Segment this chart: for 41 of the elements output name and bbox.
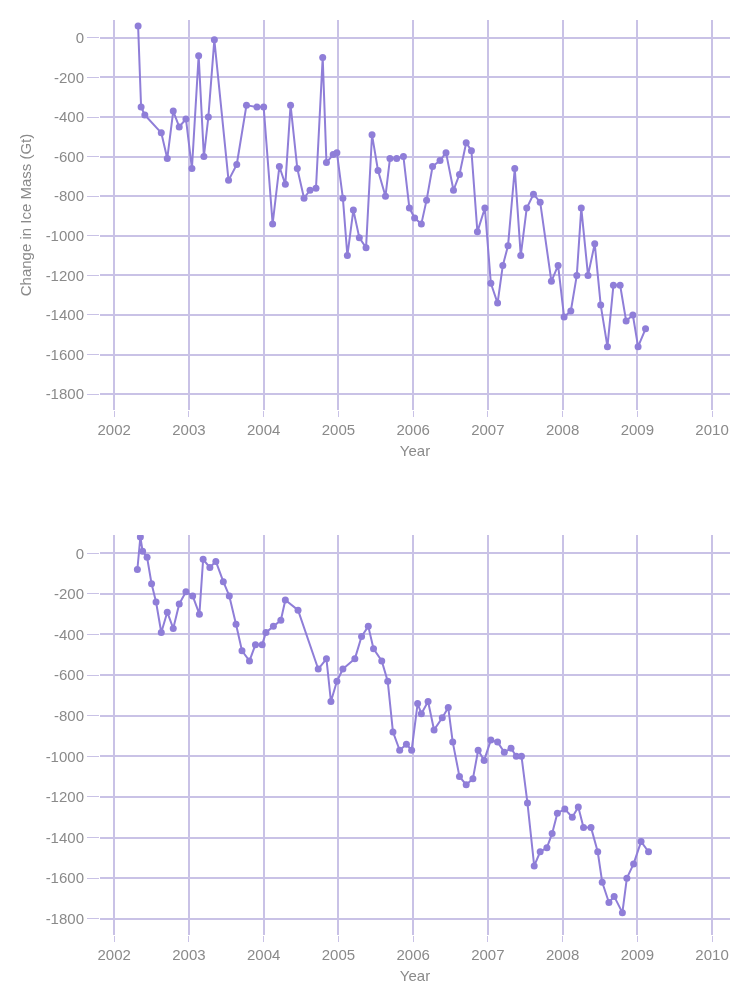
y-tick-label: 0 [75,544,84,562]
y-tick-label: -200 [53,68,84,86]
y-tick-label: -1400 [45,828,84,846]
y-tick-label: -200 [53,585,84,603]
x-tick-label: 2010 [695,421,729,438]
y-tick-label: -400 [53,108,84,126]
y-tick-label: -1000 [45,227,84,245]
y-tick-label: -400 [53,625,84,643]
y-tick-label: -1400 [45,306,84,324]
x-tick-label: 2007 [471,946,505,963]
x-axis-title: Year [399,442,431,459]
x-tick-label: 2010 [695,946,729,963]
y-tick-label: 0 [75,29,84,47]
x-tick-label: 2004 [246,946,281,963]
x-tick-label: 2005 [321,946,356,963]
y-tick-label: -1600 [45,869,84,887]
y-tick-label: -800 [53,187,84,205]
x-tick-label: 2003 [172,946,206,963]
x-tick-label: 2008 [545,946,580,963]
x-tick-label: 2003 [172,421,206,438]
y-tick-label: -1800 [45,910,84,928]
x-tick-label: 2006 [396,421,430,438]
x-tick-label: 2008 [545,421,580,438]
y-axis-title: Change in Ice Mass (Gt) [16,133,34,297]
y-tick-label: -600 [53,147,84,165]
y-tick-label: -1200 [45,266,84,284]
y-tick-label: -1000 [45,747,84,765]
y-tick-label: -1200 [45,788,84,806]
x-tick-label: 2002 [97,421,131,438]
x-axis-title: Year [399,967,431,984]
y-tick-label: -600 [53,666,84,684]
x-tick-label: 2005 [321,421,356,438]
y-tick-label: -1800 [45,385,84,403]
x-tick-label: 2006 [396,946,430,963]
y-tick-label: -800 [53,706,84,724]
x-tick-label: 2007 [471,421,505,438]
x-tick-label: 2002 [97,946,131,963]
x-tick-label: 2009 [620,946,655,963]
y-tick-label: -1600 [45,345,84,363]
x-tick-label: 2009 [620,421,655,438]
x-tick-label: 2004 [246,421,281,438]
